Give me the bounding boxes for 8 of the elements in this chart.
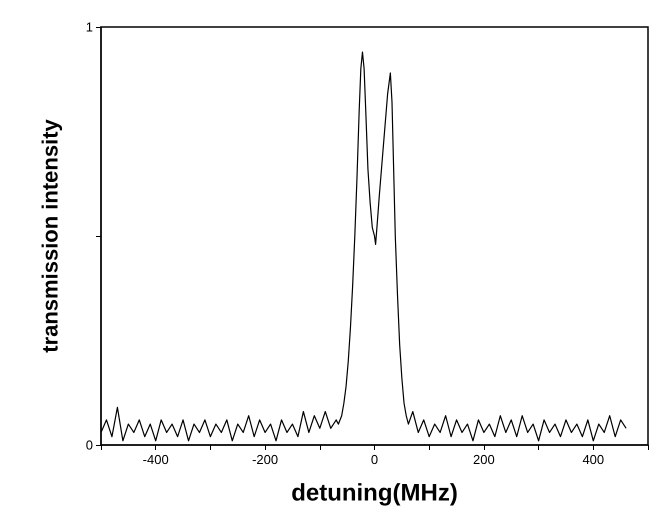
x-tick-label: -400	[142, 452, 169, 467]
x-tick-label: -200	[252, 452, 278, 467]
y-axis-title: transmission intensity	[38, 118, 62, 353]
x-tick-label: 400	[582, 452, 604, 467]
y-tick-label: 1	[86, 20, 93, 34]
x-tick-label: 0	[370, 452, 378, 467]
x-axis-title: detuning(MHz)	[291, 480, 458, 506]
x-tick-label: 200	[473, 452, 495, 467]
